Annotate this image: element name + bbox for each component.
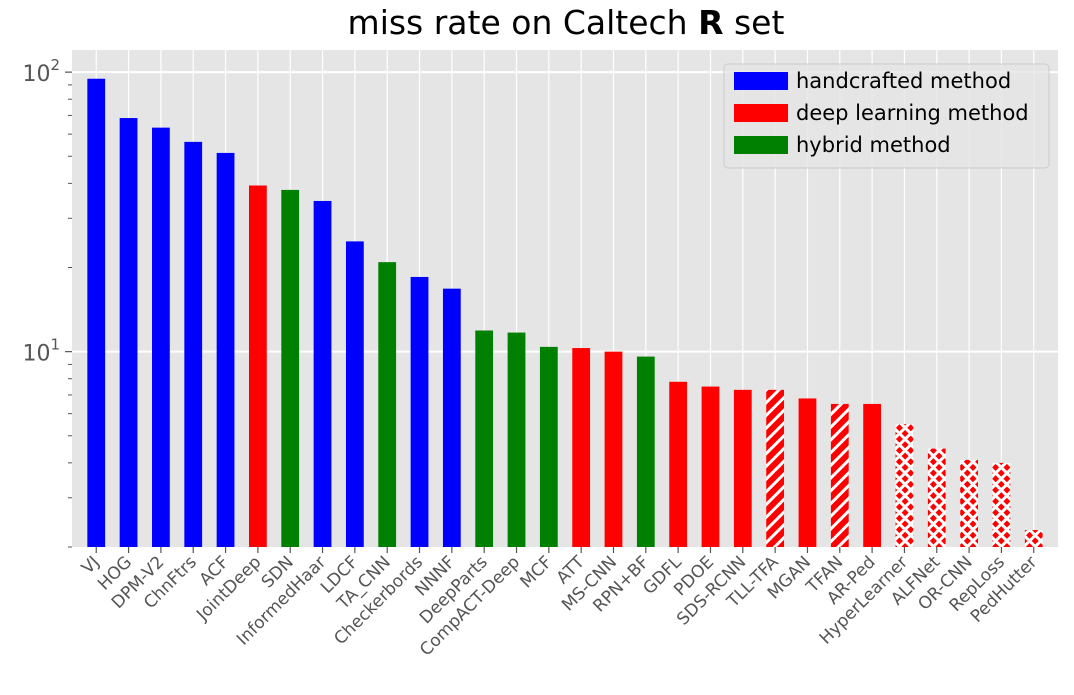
x-axis: VJHOGDPM-V2ChnFtrsACFJointDeepSDNInforme… — [78, 547, 1041, 660]
bar — [992, 462, 1011, 547]
y-tick-label: 102 — [22, 56, 60, 87]
chart-title: miss rate on Caltech R set — [348, 3, 785, 42]
bar — [216, 152, 235, 547]
bar — [378, 262, 397, 547]
bar — [1024, 530, 1043, 547]
bar — [184, 141, 203, 548]
bar — [766, 389, 785, 547]
bar — [507, 332, 526, 547]
bar — [927, 448, 946, 547]
bar — [733, 389, 752, 547]
bar — [119, 118, 138, 547]
bar — [830, 403, 849, 547]
bar — [863, 403, 882, 547]
y-axis: 101 102 — [22, 56, 72, 548]
bar — [798, 398, 817, 547]
bar — [572, 348, 591, 547]
x-tick-label: MCF — [517, 552, 557, 592]
legend-label: hybrid method — [796, 133, 951, 157]
bar — [442, 288, 461, 547]
bar — [313, 200, 332, 547]
legend-box — [723, 63, 1050, 169]
bar — [669, 381, 688, 547]
legend-swatch — [734, 72, 788, 90]
bar — [87, 78, 106, 547]
bar — [701, 386, 720, 547]
bar — [345, 241, 364, 547]
bar — [281, 189, 300, 548]
legend-label: handcrafted method — [796, 69, 1011, 93]
y-tick-label: 101 — [22, 336, 60, 367]
legend-label: deep learning method — [796, 101, 1029, 125]
bar — [475, 330, 494, 547]
legend-swatch — [734, 136, 788, 154]
legend: handcrafted method deep learning method hy… — [723, 63, 1050, 169]
bar — [410, 276, 429, 547]
bar — [539, 346, 558, 547]
bar — [960, 459, 978, 547]
bar — [604, 351, 623, 547]
bar — [895, 424, 914, 547]
bar — [248, 185, 267, 547]
bars — [87, 78, 1043, 548]
bar — [636, 356, 655, 547]
bar — [152, 127, 170, 548]
legend-swatch — [734, 104, 788, 122]
